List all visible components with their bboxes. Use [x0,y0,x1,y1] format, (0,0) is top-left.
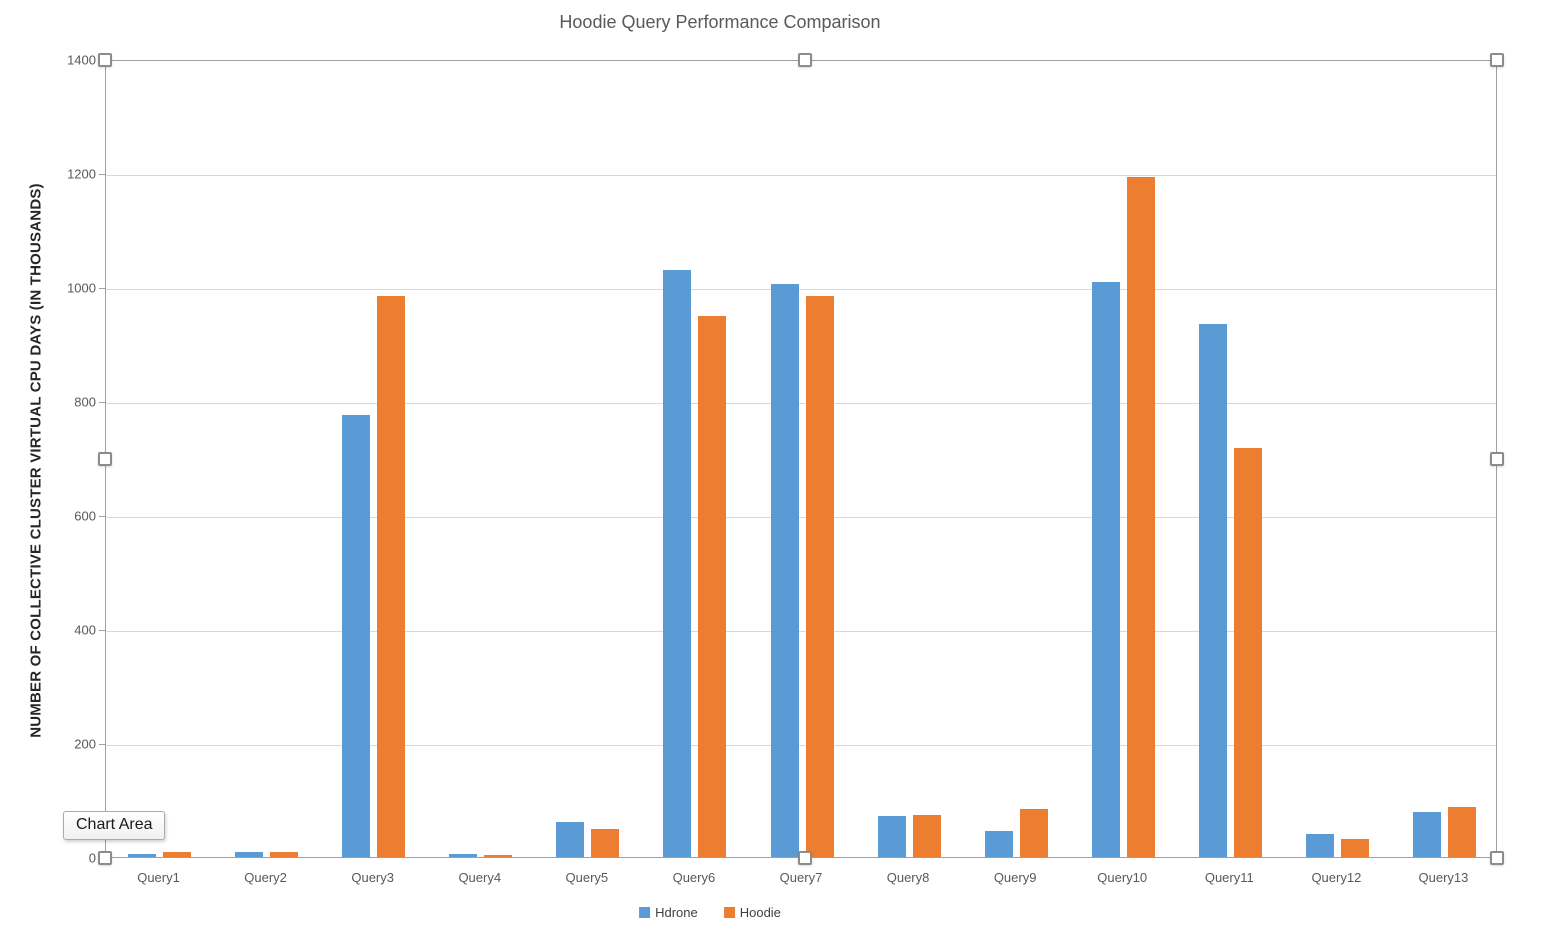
bar-hoodie-query5[interactable] [591,828,620,857]
plot-area[interactable] [105,60,1497,858]
selection-handle[interactable] [798,53,812,67]
bar-hdrone-query5[interactable] [556,821,585,857]
y-axis-tick-label: 600 [74,508,96,524]
x-axis-tick-label: Query12 [1311,870,1362,885]
x-axis-tick-label: Query7 [779,870,823,885]
y-axis-tick-mark [99,174,105,175]
gridline [106,403,1496,404]
bar-hdrone-query8[interactable] [877,815,906,857]
bar-hdrone-query11[interactable] [1198,324,1227,857]
bar-hdrone-query4[interactable] [449,854,478,857]
y-axis-tick-mark [99,630,105,631]
gridline [106,175,1496,176]
bar-hdrone-query13[interactable] [1412,811,1441,857]
y-axis-tick-mark [99,288,105,289]
x-axis-tick-label: Query11 [1204,870,1254,885]
gridline [106,289,1496,290]
y-axis-title[interactable]: NUMBER OF COLLECTIVE CLUSTER VIRTUAL CPU… [27,183,45,738]
selection-handle[interactable] [98,452,112,466]
bar-hdrone-query1[interactable] [128,854,157,857]
bar-hdrone-query7[interactable] [770,284,799,857]
bar-hoodie-query11[interactable] [1233,447,1262,857]
bar-hoodie-query10[interactable] [1126,177,1155,857]
y-axis-tick-mark [99,402,105,403]
bar-hoodie-query4[interactable] [484,854,513,857]
bar-hoodie-query9[interactable] [1019,809,1048,857]
selection-handle[interactable] [98,53,112,67]
y-axis-tick-label: 1400 [67,52,96,68]
x-axis-tick-label: Query2 [244,870,287,885]
y-axis-tick-label: 1000 [67,280,96,296]
x-axis-tick-label: Query8 [886,870,930,885]
x-axis-tick-label: Query5 [565,870,609,885]
selection-handle[interactable] [1490,851,1504,865]
bar-hoodie-query6[interactable] [698,315,727,857]
x-axis-tick-label: Query10 [1097,870,1148,885]
legend[interactable]: Hdrone Hoodie [639,905,781,920]
gridline [106,745,1496,746]
y-axis-tick-label: 0 [88,850,96,866]
y-axis-tick-label: 1200 [67,166,96,182]
legend-item-hoodie[interactable]: Hoodie [723,905,781,920]
bar-hoodie-query8[interactable] [912,815,941,857]
bar-hdrone-query6[interactable] [663,269,692,857]
bar-hdrone-query3[interactable] [342,415,371,857]
selection-handle[interactable] [1490,53,1504,67]
legend-swatch-icon [723,907,735,918]
bar-hdrone-query12[interactable] [1305,834,1334,857]
gridline [106,631,1496,632]
y-axis-tick-label: 200 [74,736,96,752]
x-axis-tick-label: Query4 [458,870,502,885]
selection-handle[interactable] [798,851,812,865]
selection-handle[interactable] [98,851,112,865]
x-axis-tick-label: Query13 [1418,870,1469,885]
legend-label: Hdrone [655,905,698,920]
bar-hoodie-query12[interactable] [1340,838,1369,857]
y-axis-tick-label: 400 [74,622,96,638]
bar-hoodie-query2[interactable] [270,852,299,857]
x-axis-tick-label: Query6 [672,870,716,885]
legend-label: Hoodie [739,905,781,920]
legend-swatch-icon [639,907,651,918]
bar-hdrone-query2[interactable] [235,851,264,857]
chart-title[interactable]: Hoodie Query Performance Comparison [559,12,881,32]
y-axis-tick-mark [99,744,105,745]
bar-hdrone-query9[interactable] [984,830,1013,857]
y-axis-tick-mark [99,516,105,517]
x-axis-tick-label: Query9 [993,870,1037,885]
x-axis-tick-label: Query1 [137,870,180,885]
bar-hoodie-query1[interactable] [163,852,192,857]
bar-hoodie-query13[interactable] [1447,806,1476,857]
gridline [106,517,1496,518]
selection-handle[interactable] [1490,452,1504,466]
x-axis-tick-label: Query3 [351,870,394,885]
y-axis-tick-label: 800 [74,394,96,410]
bar-hoodie-query3[interactable] [377,295,406,857]
legend-item-hdrone[interactable]: Hdrone [639,905,698,920]
bar-hoodie-query7[interactable] [805,295,834,857]
bar-hdrone-query10[interactable] [1091,282,1120,857]
chart-area-tooltip: Chart Area [63,811,166,840]
